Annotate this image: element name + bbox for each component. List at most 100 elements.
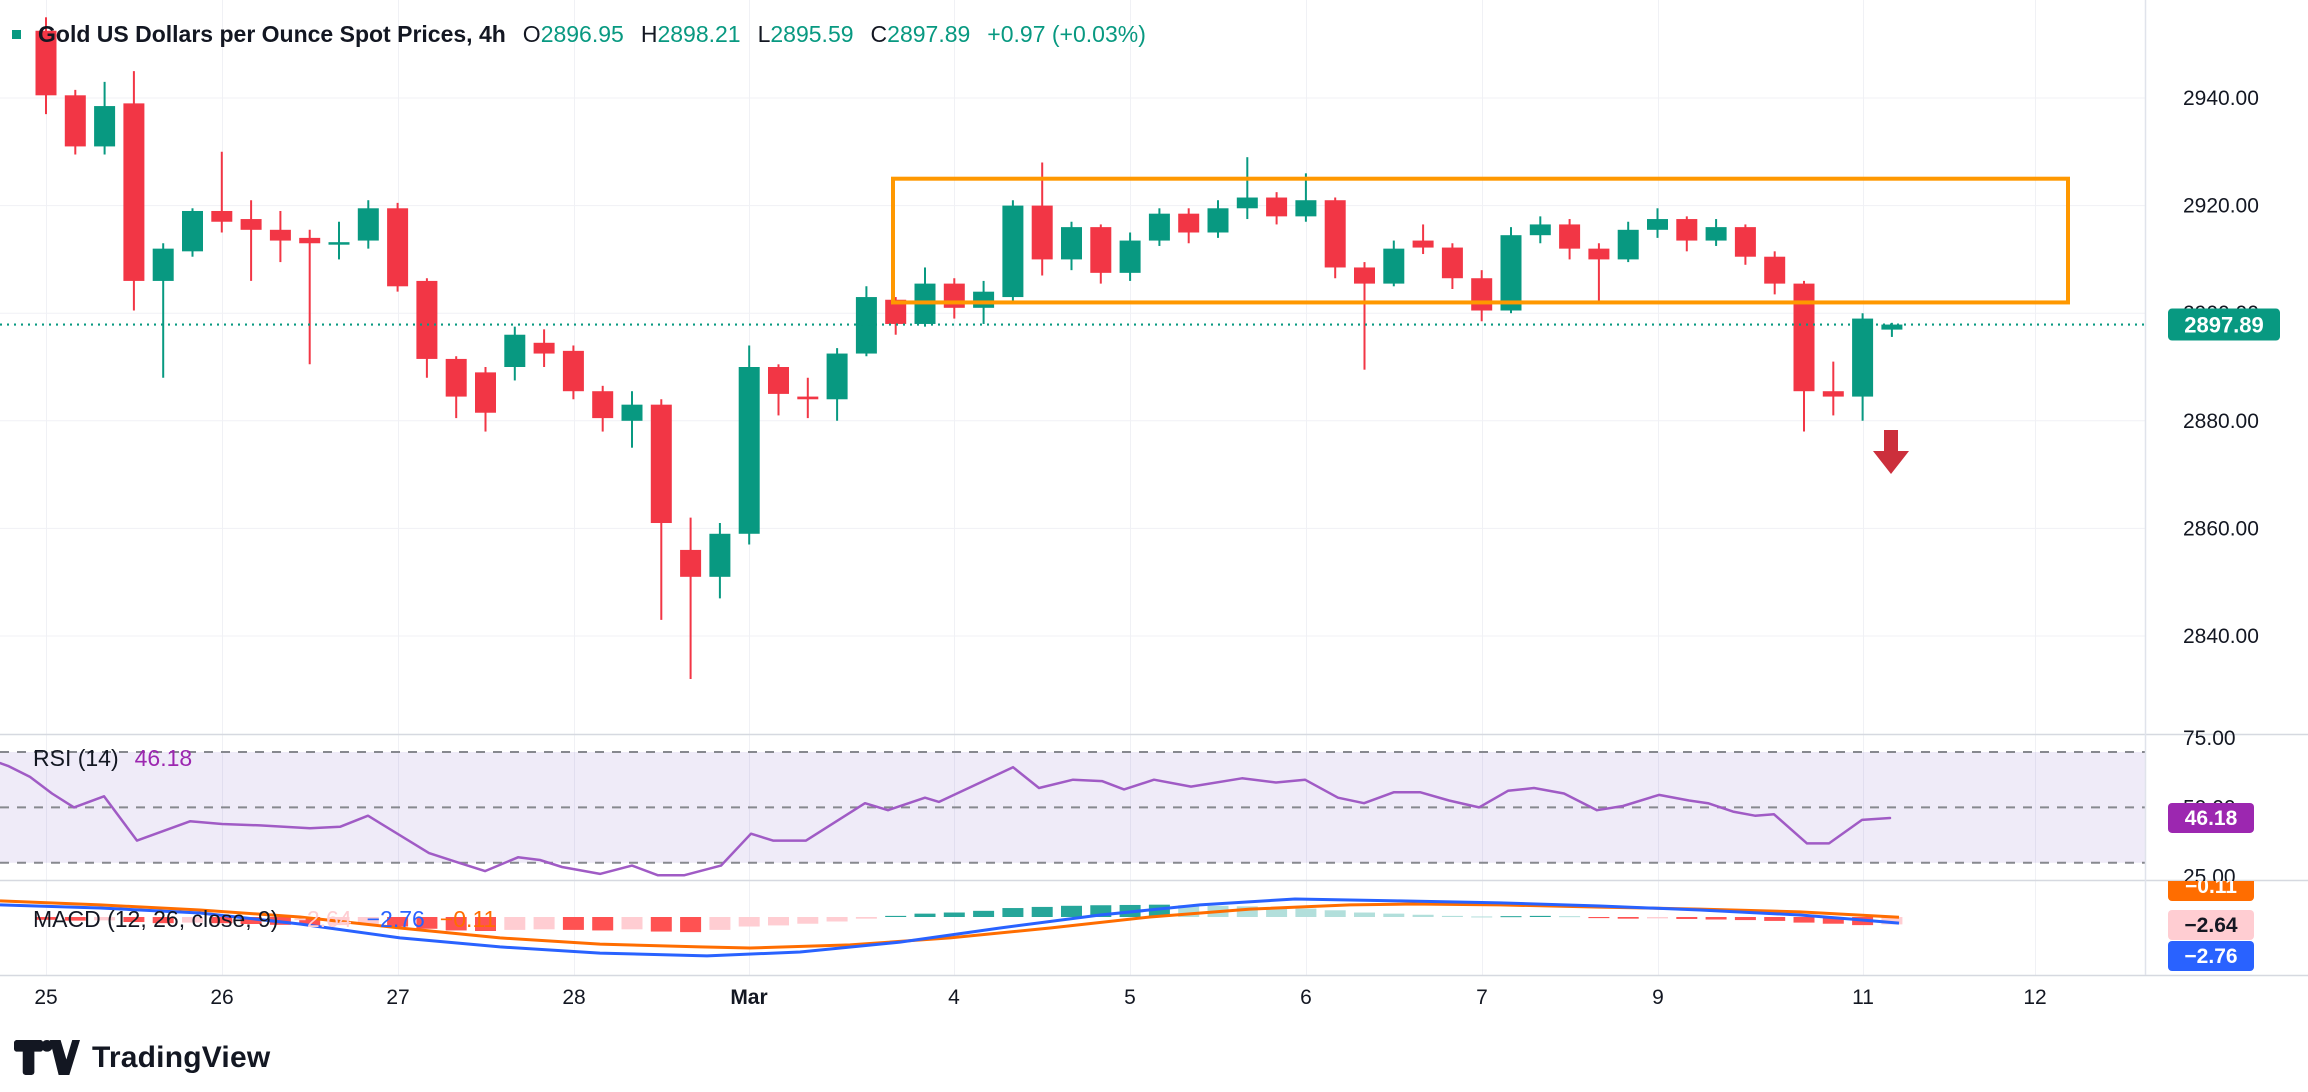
svg-text:2860.00: 2860.00 xyxy=(2183,517,2259,540)
candle-body xyxy=(1471,278,1493,311)
svg-text:2897.89: 2897.89 xyxy=(2184,313,2264,338)
macd-histogram-bar xyxy=(1354,912,1375,917)
macd-histogram-bar xyxy=(562,917,584,930)
macd-histogram-bar xyxy=(1529,915,1551,917)
candle-body xyxy=(475,372,496,413)
candle-body xyxy=(1529,224,1551,236)
svg-text:26: 26 xyxy=(210,986,233,1009)
svg-text:5: 5 xyxy=(1124,986,1136,1009)
macd-histogram-bar xyxy=(182,917,203,923)
macd-histogram-bar xyxy=(123,917,145,923)
candle-body xyxy=(562,350,584,392)
macd-histogram-bar xyxy=(1881,917,1903,925)
candle-body xyxy=(797,396,819,400)
macd-histogram-bar xyxy=(973,910,995,917)
macd-histogram-bar xyxy=(1324,910,1346,917)
macd-histogram-bar xyxy=(299,917,321,926)
macd-histogram-bar xyxy=(240,917,262,924)
macd-histogram-bar xyxy=(1061,905,1082,917)
candle-body xyxy=(1383,248,1405,284)
svg-text:7: 7 xyxy=(1476,986,1488,1009)
candle-body xyxy=(826,353,848,400)
macd-histogram-bar xyxy=(1266,907,1288,917)
svg-text:−0.11: −0.11 xyxy=(2185,875,2237,898)
symbol-marker-icon xyxy=(12,29,21,39)
candle-body xyxy=(1295,200,1317,217)
candle-body xyxy=(973,291,995,308)
open-label: O xyxy=(522,21,541,47)
candle-body xyxy=(680,549,702,577)
candle-body xyxy=(357,208,379,241)
macd-histogram-bar xyxy=(1764,917,1786,921)
candle-body xyxy=(299,237,321,244)
macd-hist-value: −2.64 xyxy=(293,906,352,932)
macd-histogram-bar xyxy=(1178,905,1200,917)
candle-body xyxy=(1617,229,1639,260)
svg-text:2920.00: 2920.00 xyxy=(2183,195,2259,218)
macd-legend[interactable]: MACD (12, 26, close, 9) −2.64 −2.76 −0.1… xyxy=(33,906,496,932)
candle-body xyxy=(1178,213,1200,233)
symbol-title: Gold US Dollars per Ounce Spot Prices, 4… xyxy=(38,21,506,47)
svg-text:25: 25 xyxy=(34,986,57,1009)
svg-text:−2.64: −2.64 xyxy=(2184,914,2237,937)
macd-histogram-bar xyxy=(592,917,614,931)
tradingview-logo[interactable]: TradingView xyxy=(14,1040,270,1075)
symbol-legend[interactable]: Gold US Dollars per Ounce Spot Prices, 4… xyxy=(12,21,1146,47)
candle-body xyxy=(123,103,145,281)
macd-histogram-bar xyxy=(768,917,789,926)
open-value: 2896.95 xyxy=(540,21,624,47)
close-label: C xyxy=(870,21,888,47)
candle-body xyxy=(1061,227,1082,260)
svg-text:75.00: 75.00 xyxy=(2183,727,2236,750)
macd-line-value: −2.76 xyxy=(366,906,425,932)
macd-histogram-bar xyxy=(1441,915,1463,917)
ohlc-close: C2897.89 xyxy=(871,21,971,47)
candle-body xyxy=(1705,227,1727,241)
candle-body xyxy=(1676,219,1698,241)
macd-badges: −0.11 −2.64 −2.76 xyxy=(2168,875,2254,971)
pane-separators xyxy=(0,0,2308,977)
macd-histogram-bar xyxy=(1031,906,1053,917)
svg-text:2880.00: 2880.00 xyxy=(2183,410,2259,433)
macd-histogram-bar xyxy=(943,912,965,917)
svg-text:12: 12 xyxy=(2023,986,2046,1009)
macd-histogram-bar xyxy=(357,917,379,925)
ohlc-open: O2896.95 xyxy=(523,21,624,47)
candle-body xyxy=(445,358,467,397)
close-value: 2897.89 xyxy=(887,21,971,47)
macd-histogram-bar xyxy=(855,917,877,919)
candle-body xyxy=(152,248,174,281)
price-axis[interactable]: 2940.002920.002900.002880.002860.002840.… xyxy=(2168,87,2280,889)
macd-histogram-bar xyxy=(1734,917,1756,921)
macd-histogram-bar xyxy=(35,917,57,920)
candle-body xyxy=(1559,224,1581,249)
time-axis[interactable]: 25 26 27 28 Mar 4 5 6 7 9 11 12 xyxy=(34,986,2046,1009)
change-value: +0.97 (+0.03%) xyxy=(987,21,1146,47)
macd-histogram-bar xyxy=(1647,917,1668,919)
candle-body xyxy=(1852,318,1874,397)
macd-histogram-bar xyxy=(914,913,936,917)
down-arrow-annotation[interactable] xyxy=(1873,430,1909,474)
consolidation-box-annotation[interactable] xyxy=(891,176,2070,305)
macd-line xyxy=(0,897,1900,958)
macd-pane[interactable] xyxy=(0,897,1903,958)
candle-body xyxy=(533,342,555,354)
high-label: H xyxy=(640,21,658,47)
macd-histogram-bar xyxy=(152,917,174,924)
rsi-legend[interactable]: RSI (14) 46.18 xyxy=(33,745,192,771)
svg-text:2840.00: 2840.00 xyxy=(2183,625,2259,648)
candle-body xyxy=(504,334,526,367)
macd-histogram-bar xyxy=(64,917,86,921)
svg-text:6: 6 xyxy=(1300,986,1312,1009)
rsi-pane[interactable] xyxy=(0,751,2145,877)
candle-body xyxy=(1500,235,1522,311)
svg-text:27: 27 xyxy=(386,986,409,1009)
grid xyxy=(0,0,2145,975)
macd-indicator-name: MACD (12, 26, close, 9) xyxy=(33,906,279,932)
macd-histogram-bar xyxy=(94,917,116,921)
candlestick-series[interactable] xyxy=(35,17,1903,680)
macd-histogram-bar xyxy=(1471,916,1493,918)
macd-histogram-bar xyxy=(680,917,702,933)
